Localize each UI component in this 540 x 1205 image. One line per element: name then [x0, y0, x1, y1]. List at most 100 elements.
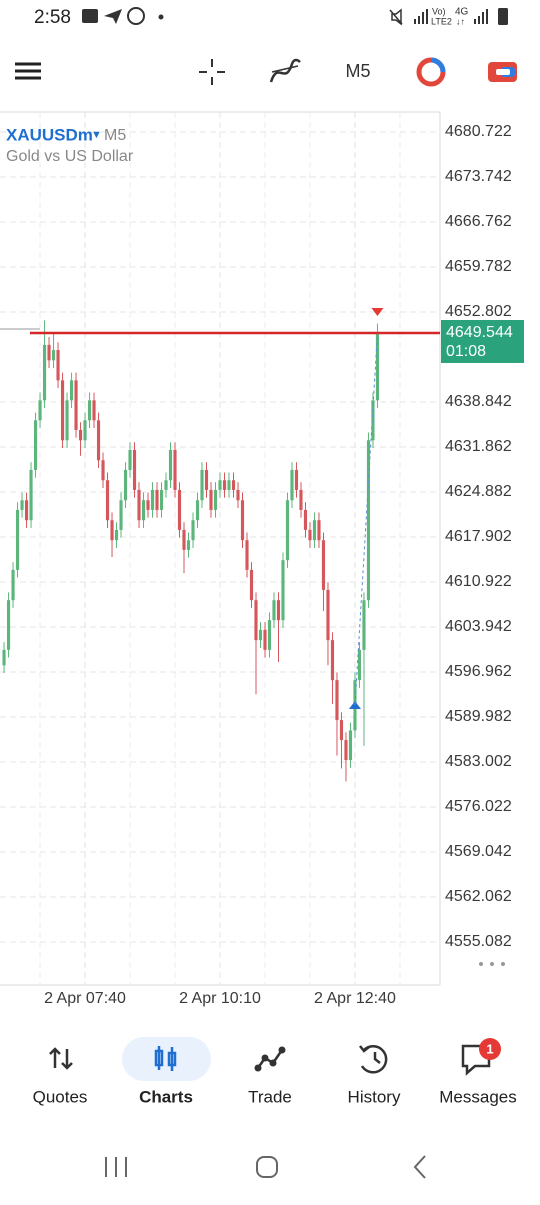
candle-body: [146, 500, 150, 510]
account-button[interactable]: [488, 62, 517, 82]
symbol-description: Gold vs US Dollar: [6, 148, 134, 165]
candle-body: [141, 500, 146, 521]
candle-body: [227, 480, 231, 490]
candle-body: [371, 400, 375, 441]
y-tick-label: 4652.802: [445, 303, 512, 320]
nav-label[interactable]: History: [348, 1087, 401, 1106]
candle-body: [168, 449, 173, 481]
back-button[interactable]: [413, 1155, 426, 1179]
candle-body: [272, 600, 276, 621]
chart-overlay: XAUUSDm ▼ M5 Gold vs US Dollar: [6, 125, 505, 966]
sell-marker: [371, 307, 384, 316]
status-time: 2:58: [34, 7, 71, 28]
candle-body: [101, 460, 105, 481]
candle-body: [263, 629, 267, 650]
messages-badge: 1: [486, 1041, 493, 1056]
recents-button[interactable]: [105, 1157, 127, 1177]
candle-body: [231, 480, 236, 490]
y-tick-label: 4610.922: [445, 573, 512, 590]
y-tick-label: 4555.082: [445, 933, 512, 950]
candle-body: [164, 480, 168, 490]
status-icons: Vo)LTE2 4G↓↑: [82, 6, 508, 26]
y-tick-label: 4583.002: [445, 753, 512, 770]
y-tick-label: 4596.962: [445, 663, 512, 680]
candle-body: [344, 740, 348, 761]
candle-body: [123, 469, 128, 501]
candle-body: [366, 440, 371, 601]
history-icon: [359, 1045, 388, 1074]
nav-label[interactable]: Quotes: [33, 1087, 88, 1106]
symbol-dropdown[interactable]: ▼: [91, 129, 102, 141]
candle-body: [290, 469, 294, 501]
candle-body: [209, 489, 213, 510]
candle-body: [245, 540, 249, 570]
chart-timeframe: M5: [104, 127, 126, 144]
candle-body: [213, 489, 218, 510]
more-button[interactable]: [479, 962, 505, 966]
candle-body: [267, 620, 272, 650]
candle-countdown: 01:08: [446, 343, 486, 360]
candle-body: [173, 449, 177, 490]
y-tick-label: 4603.942: [445, 618, 512, 635]
candle-body: [195, 500, 200, 521]
trade-button[interactable]: [416, 57, 446, 87]
candle-body: [92, 400, 96, 421]
y-tick-label: 4666.762: [445, 213, 512, 230]
candle-body: [6, 600, 11, 650]
home-button[interactable]: [256, 1156, 278, 1178]
candle-body: [132, 449, 137, 490]
candle-body: [299, 489, 303, 510]
candle-body: [348, 730, 353, 761]
candle-body: [15, 509, 20, 570]
timeframe-button[interactable]: M5: [345, 61, 370, 81]
quotes-icon: [49, 1047, 73, 1070]
price-label-box: [441, 319, 524, 363]
candle-body: [24, 500, 29, 521]
candle-body: [20, 500, 24, 510]
candle-body: [159, 489, 164, 510]
svg-text:↓↑: ↓↑: [456, 16, 465, 26]
y-tick-label: 4680.722: [445, 123, 512, 140]
nav-label[interactable]: Charts: [139, 1087, 193, 1106]
candle-body: [128, 449, 132, 470]
y-tick-label: 4638.842: [445, 393, 512, 410]
x-tick-label: 2 Apr 07:40: [44, 990, 126, 1007]
candle-body: [281, 560, 285, 621]
candle-body: [321, 540, 326, 590]
y-tick-label: 4589.982: [445, 708, 512, 725]
y-tick-label: 4659.782: [445, 258, 512, 275]
candle-body: [186, 540, 191, 550]
indicators-button[interactable]: [269, 58, 301, 83]
candle-body: [11, 569, 15, 601]
nav-label[interactable]: Trade: [248, 1087, 292, 1106]
bottom-navigation: Quotes Charts Trade History Messages 1: [33, 1037, 517, 1106]
active-pill: [122, 1037, 211, 1081]
candle-body: [326, 589, 330, 641]
candle-body: [303, 509, 308, 530]
candle-body: [60, 380, 65, 441]
candle-body: [56, 350, 60, 381]
candle-body: [222, 480, 227, 490]
menu-button[interactable]: [15, 62, 41, 80]
y-tick-label: 4562.062: [445, 888, 512, 905]
candle-body: [285, 500, 290, 561]
candle-body: [155, 489, 159, 510]
nav-label[interactable]: Messages: [439, 1087, 516, 1106]
candle-body: [218, 480, 222, 490]
y-tick-label: 4624.882: [445, 483, 512, 500]
symbol[interactable]: XAUUSDm: [6, 125, 93, 144]
crosshair-button[interactable]: [199, 59, 225, 85]
candle-body: [308, 529, 312, 541]
candle-body: [362, 600, 366, 650]
candle-body: [87, 400, 92, 421]
y-tick-label: 4576.022: [445, 798, 512, 815]
candle-body: [78, 429, 83, 441]
candle-body: [375, 333, 380, 401]
candle-body: [254, 600, 258, 641]
candle-body: [191, 520, 195, 541]
chart: 4680.722 4673.742 4666.762 4659.782 4652.802…: [0, 111, 524, 1007]
y-tick-label: 4569.042: [445, 843, 512, 860]
candle-body: [51, 350, 56, 361]
candle-body: [236, 489, 240, 501]
